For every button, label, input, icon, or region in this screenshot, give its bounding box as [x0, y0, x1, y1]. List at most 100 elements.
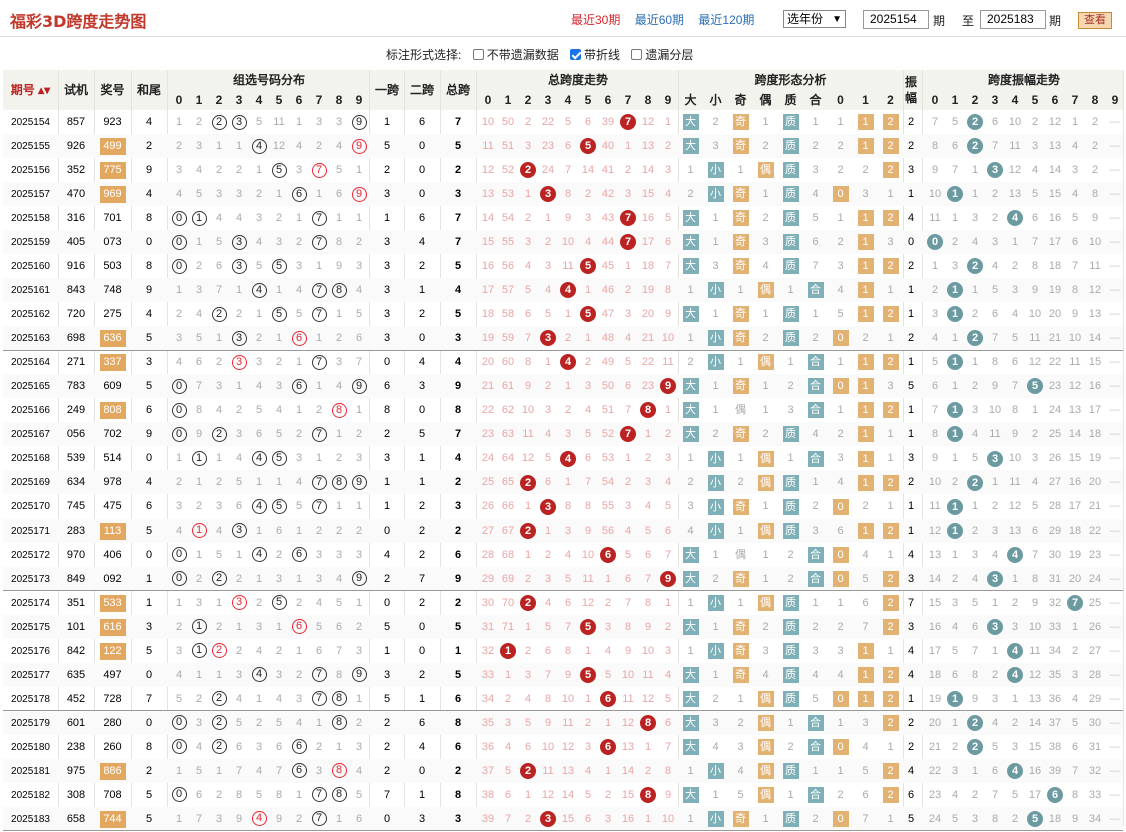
trend-cell: 10	[661, 332, 675, 345]
table-row: 2025180 238 260 8 0 4 2 6 3 6 6 2 1 3 2 4 6 36 4 6 10 12 3 6 13 1…	[3, 735, 1123, 759]
dist-cell: 2	[175, 140, 183, 153]
dist-cell: 2	[255, 596, 263, 609]
query-button[interactable]: 查看	[1078, 12, 1112, 29]
amp-trend-cell: 4	[971, 572, 979, 585]
trend-cell: 5	[644, 524, 652, 537]
trend-cell: 7	[664, 740, 672, 753]
trend-cell: 11	[642, 668, 654, 681]
table-row: 2025174 351 533 1 1 3 1 3 2 5 2 4 5 1 0 2 2 30 70 2 4 6 12 2 7 8 1…	[3, 591, 1123, 615]
amp-trend-cell: 7	[991, 140, 999, 153]
issue-cell: 2025178	[11, 693, 50, 705]
column-divider	[1123, 70, 1124, 826]
shape-cell: 2	[878, 350, 903, 374]
checkbox-no-missing[interactable]	[472, 49, 484, 60]
dist-cell: 7	[309, 302, 329, 326]
amp-trend-cell: 1	[951, 716, 959, 729]
from-issue-input[interactable]: 2025154	[863, 10, 929, 29]
span1-cell: 5	[383, 620, 391, 633]
group-separator	[3, 590, 1123, 592]
amp-trend-cell: 2	[931, 284, 939, 297]
dist-cell: 1	[295, 788, 303, 801]
trend-cell: 42	[601, 188, 615, 201]
nav-last-30[interactable]: 最近30期	[571, 13, 621, 27]
year-select[interactable]: 选年份 ▼	[783, 10, 846, 28]
to-issue-input[interactable]: 2025183	[980, 10, 1046, 29]
dist-cell: 5	[295, 308, 303, 321]
trend-cell: 46	[601, 284, 615, 297]
prize-cell: 708	[103, 788, 122, 801]
amp-cell: 3	[907, 620, 915, 633]
header-shape-col: 1	[862, 93, 869, 107]
amp-trend-cell: —	[1109, 524, 1121, 537]
issue-cell: 2025168	[11, 453, 50, 465]
dist-cell: 3	[295, 692, 303, 705]
table-row: 2025156 352 775 9 3 4 2 2 1 5 3 7 5 1 2 0 2 12 52 2 24 7 14 41 2…	[3, 158, 1123, 182]
dist-cell: 1	[175, 764, 183, 777]
dist-cell: 1	[335, 212, 343, 225]
dist-cell: 5	[269, 302, 289, 326]
trend-cell: 3	[564, 428, 572, 441]
trend-cell: 12	[581, 596, 595, 609]
trend-cell: 15	[561, 812, 575, 825]
nav-last-120[interactable]: 最近120期	[698, 13, 755, 27]
shape-cell: 大	[678, 374, 703, 398]
shape-cell: 2	[712, 572, 719, 585]
shape-cell: 小	[703, 519, 728, 543]
table-row: 2025172 970 406 0 0 1 5 1 4 2 6 3 3 3 4 2 6 28 68 1 2 4 10 6 5 6 7…	[3, 543, 1123, 567]
dist-cell: 6	[315, 644, 323, 657]
header-span2: 二跨	[409, 83, 434, 97]
amp-trend-cell: 1	[971, 164, 979, 177]
checkbox-layered[interactable]	[631, 49, 643, 60]
shape-cell: 4	[687, 524, 694, 537]
trend-cell: 28	[481, 548, 495, 561]
dist-cell: 5	[275, 716, 283, 729]
dist-cell: 5	[315, 620, 323, 633]
trend-cell: 1	[624, 452, 632, 465]
trend-cell: 1	[544, 212, 552, 225]
dist-cell: 4	[175, 356, 183, 369]
amp-trend-cell: —	[1109, 260, 1121, 273]
dist-cell: 4	[215, 212, 223, 225]
amp-trend-cell: 17	[1068, 500, 1082, 513]
trend-cell: 2	[524, 644, 532, 657]
shape-cell: 1	[853, 663, 878, 687]
dist-cell: 3	[215, 380, 223, 393]
dist-cell: 5	[175, 692, 183, 705]
trend-cell: 6	[584, 452, 592, 465]
shape-cell: 4	[837, 668, 844, 681]
table-row: 2025163 698 636 5 3 5 1 3 2 1 6 1 2 6 3 0 3 19 59 7 3 2 1 48 4 21…	[3, 326, 1123, 351]
amp-cell: 2	[907, 260, 915, 273]
shape-cell: 7	[812, 260, 819, 273]
dist-cell: 4	[255, 764, 263, 777]
amp-trend-cell: 32	[1048, 596, 1062, 609]
column-divider	[167, 70, 168, 826]
shape-cell: 3	[737, 740, 744, 753]
span2-cell: 6	[418, 212, 426, 225]
span1-cell: 6	[383, 380, 391, 393]
nav-last-60[interactable]: 最近60期	[634, 13, 685, 27]
amp-trend-cell: 5	[1025, 807, 1045, 831]
dist-cell: 2	[275, 212, 283, 225]
span2-cell: 1	[418, 284, 426, 297]
shape-cell: 6	[862, 596, 869, 609]
dist-cell: 2	[195, 260, 203, 273]
trend-cell: 4	[544, 596, 552, 609]
table-row: 2025171 283 113 5 4 1 4 3 1 6 1 2 2 2 0 2 2 27 67 2 1 3 9 56 4 5 6…	[3, 518, 1123, 543]
dist-cell: 4	[235, 692, 243, 705]
trend-cell: 29	[481, 572, 495, 585]
amp-trend-cell: 31	[1048, 572, 1062, 585]
issue-cell: 2025167	[11, 429, 50, 441]
shape-cell: 质	[778, 134, 803, 158]
trend-cell: 9	[564, 668, 572, 681]
trend-cell: 6	[524, 308, 532, 321]
checkbox-polyline[interactable]	[570, 49, 582, 60]
amp-trend-cell: 29	[1048, 524, 1062, 537]
trend-cell: 3	[538, 807, 558, 831]
amp-cell: 2	[907, 332, 915, 345]
trend-cell: 30	[481, 596, 495, 609]
trend-cell: 11	[622, 692, 634, 705]
prize-cell: 744	[94, 807, 131, 831]
trend-cell: 18	[641, 260, 655, 273]
dist-cell: 3	[215, 500, 223, 513]
amp-cell: 3	[907, 164, 915, 177]
